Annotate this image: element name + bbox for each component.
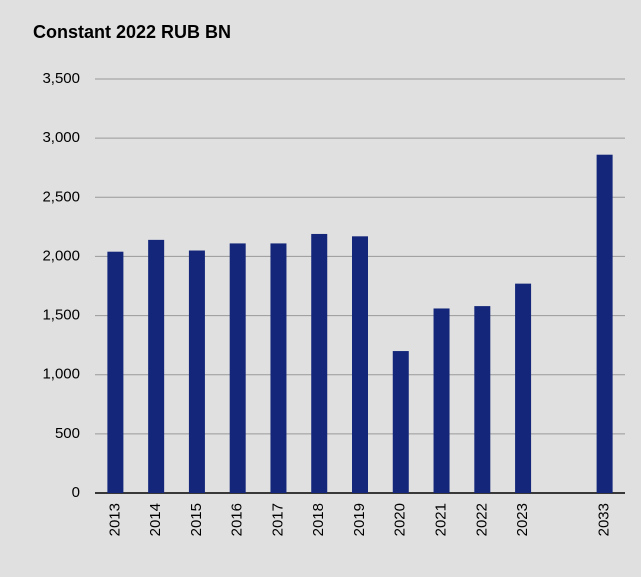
y-tick-label: 3,000 (42, 129, 80, 146)
x-tick-label: 2015 (188, 503, 205, 536)
bar (311, 233, 328, 493)
y-tick-label: 1,000 (42, 366, 80, 383)
y-tick-label: 1,500 (42, 307, 80, 324)
bar (107, 251, 124, 493)
x-tick-label: 2014 (147, 503, 164, 536)
y-tick-label: 2,500 (42, 188, 80, 205)
bar (515, 283, 532, 493)
bar (392, 351, 409, 493)
x-tick-label: 2020 (392, 503, 409, 536)
x-tick-label: 2033 (596, 503, 613, 536)
y-tick-label: 3,500 (42, 70, 80, 87)
bar (474, 306, 491, 493)
x-tick-label: 2016 (229, 503, 246, 536)
bar (596, 154, 613, 493)
bar (352, 236, 368, 493)
x-tick-label: 2013 (106, 503, 123, 536)
y-tick-label: 500 (55, 425, 80, 442)
x-tick-label: 2023 (514, 503, 531, 536)
x-tick-label: 2017 (269, 503, 286, 536)
chart-title: Constant 2022 RUB BN (33, 22, 231, 42)
bar (148, 239, 165, 493)
y-tick-label: 0 (72, 484, 80, 501)
x-tick-label: 2018 (310, 503, 327, 536)
bar (270, 243, 287, 493)
bar (229, 243, 246, 493)
bar (433, 308, 450, 493)
x-tick-label: 2021 (433, 503, 450, 536)
x-tick-label: 2019 (351, 503, 368, 536)
bar (188, 250, 205, 493)
y-tick-label: 2,000 (42, 247, 80, 264)
x-tick-label: 2022 (473, 503, 490, 536)
